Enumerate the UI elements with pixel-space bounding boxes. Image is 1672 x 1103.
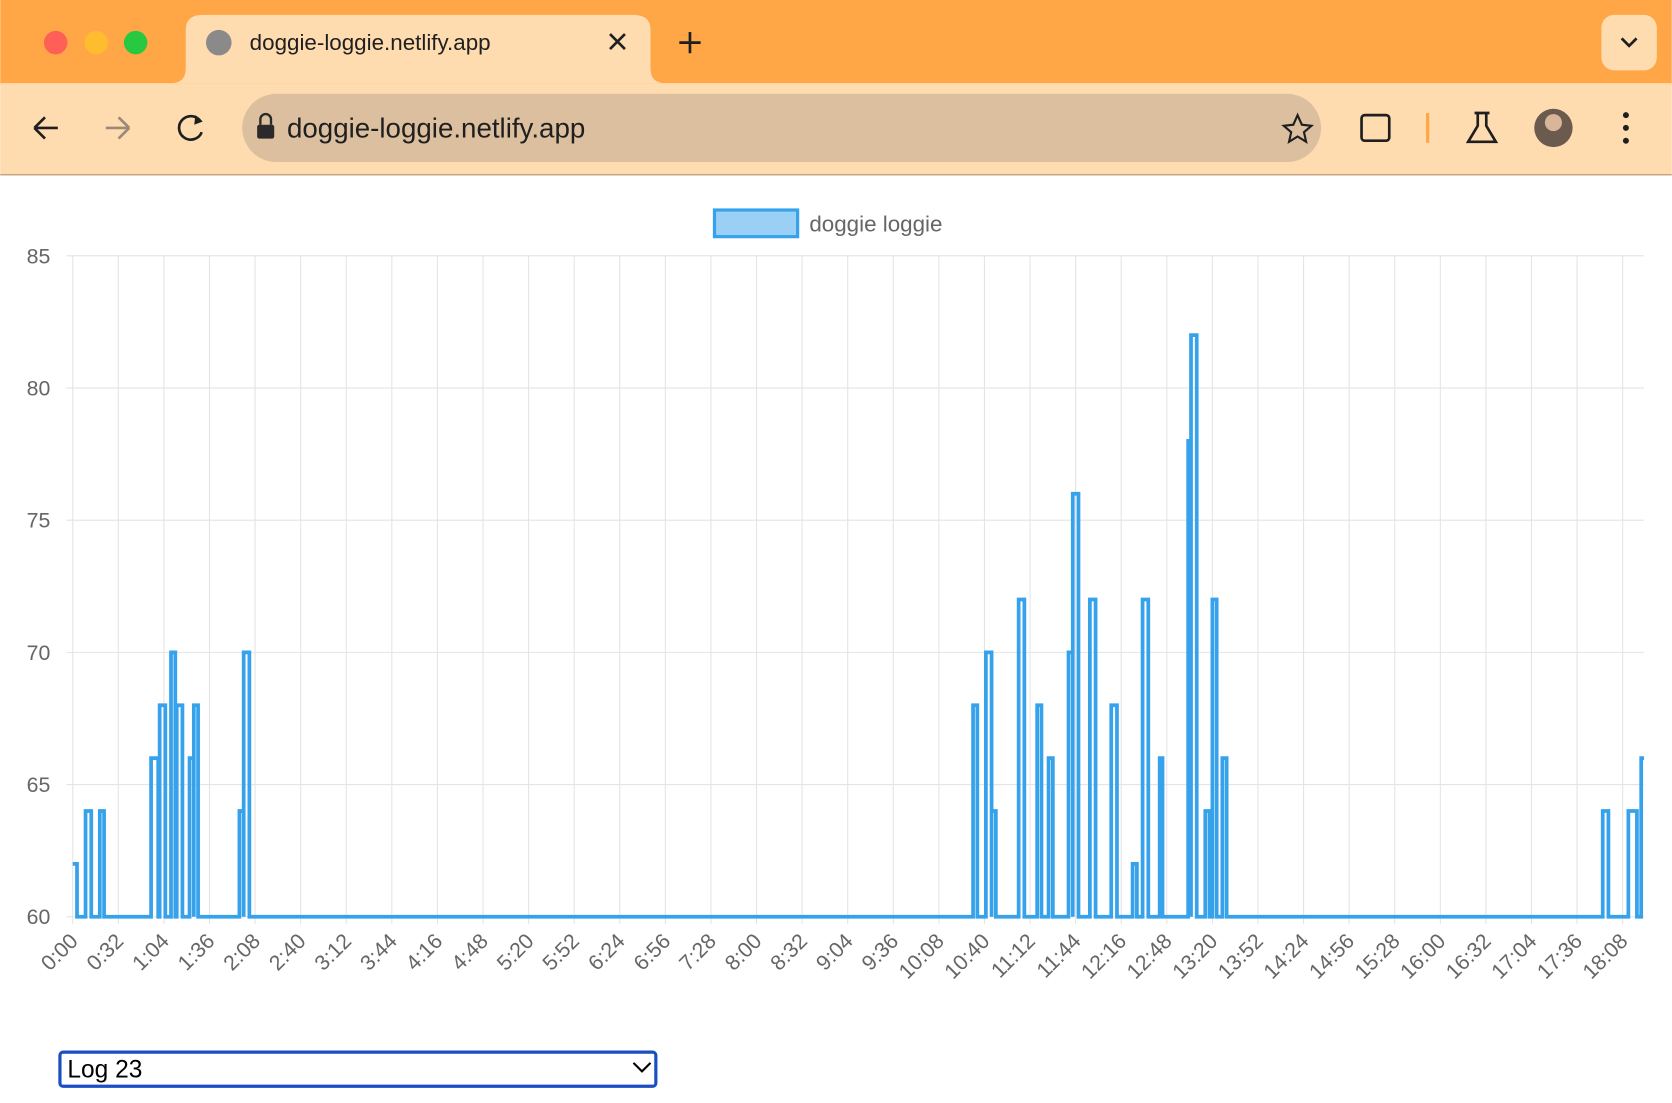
lock-shackle: [259, 112, 273, 125]
y-tick-label: 80: [27, 376, 51, 400]
close-button[interactable]: [43, 30, 68, 55]
menu-dot[interactable]: [1622, 124, 1629, 131]
bookmark-star[interactable]: [1281, 112, 1315, 145]
tab-search[interactable]: [1601, 14, 1657, 71]
legend-swatch: [712, 208, 800, 239]
y-tick-label: 75: [27, 509, 51, 533]
select-value: Log 23: [67, 1057, 142, 1084]
back-button[interactable]: [33, 116, 58, 140]
reload-button[interactable]: [177, 114, 203, 141]
extensions-button[interactable]: [1360, 113, 1391, 143]
chevron: [1620, 37, 1638, 48]
tab-title: doggie-loggie.netlify.app: [250, 30, 491, 55]
reload-arrow: [194, 115, 203, 125]
menu-dot[interactable]: [1622, 137, 1629, 144]
tab-favicon: [205, 29, 232, 56]
minimize-button[interactable]: [84, 30, 108, 55]
address-bar[interactable]: [242, 93, 1322, 163]
new-tab[interactable]: [679, 31, 701, 54]
lock-icon: [257, 124, 275, 139]
labs-button[interactable]: [1465, 111, 1499, 144]
log-select[interactable]: [58, 1050, 658, 1088]
data-line: [72, 333, 1645, 919]
avatar-face: [1544, 114, 1562, 132]
tab-close[interactable]: [609, 33, 626, 50]
zoom-button[interactable]: [123, 30, 148, 55]
menu-dot[interactable]: [1622, 112, 1629, 119]
url-text: doggie-loggie.netlify.app: [287, 113, 585, 144]
y-tick-label: 85: [27, 244, 51, 268]
active-tab[interactable]: [170, 14, 666, 84]
forward-button[interactable]: [105, 116, 131, 140]
y-tick-label: 65: [27, 773, 51, 797]
y-tick-label: 60: [27, 905, 51, 929]
y-tick-label: 70: [27, 641, 51, 665]
select-arrow: [632, 1062, 652, 1073]
legend-label: doggie loggie: [809, 211, 942, 236]
